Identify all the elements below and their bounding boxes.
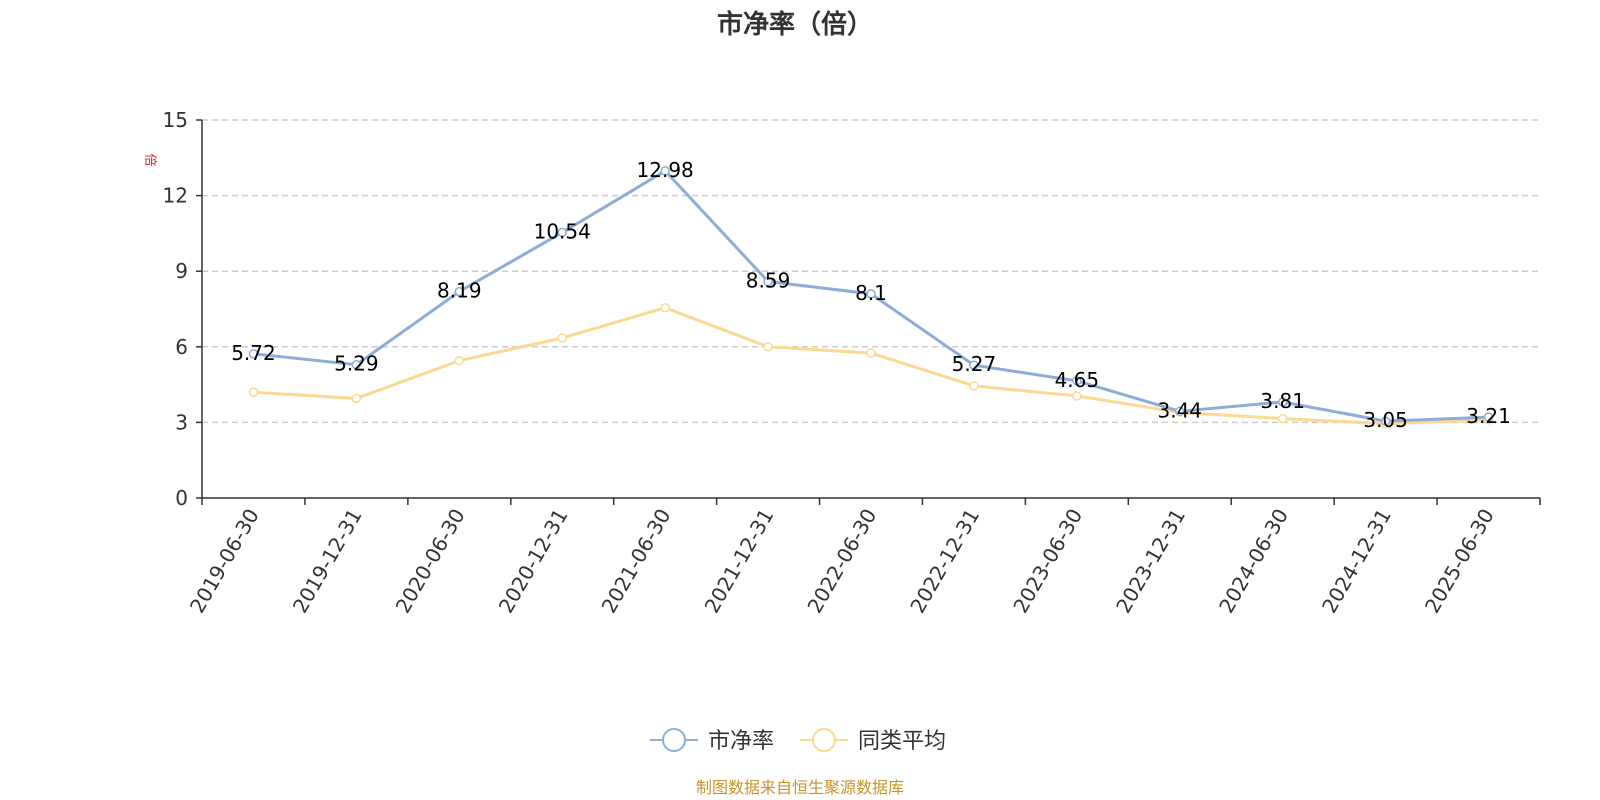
data-label: 12.98 — [637, 158, 694, 182]
y-tick-label: 9 — [175, 259, 188, 283]
legend-label: 市净率 — [708, 729, 774, 754]
series-lines — [248, 166, 1494, 429]
data-point — [454, 286, 465, 297]
x-tick-label: 2024-12-31 — [1317, 505, 1396, 618]
y-axis-unit-label: 倍 — [142, 153, 157, 166]
series-同类平均 — [248, 302, 1494, 429]
data-point — [1072, 391, 1082, 401]
legend-label: 同类平均 — [858, 729, 946, 754]
x-tick-label: 2023-12-31 — [1111, 505, 1190, 618]
x-tick-label: 2020-12-31 — [494, 505, 573, 618]
y-tick-label: 15 — [163, 108, 188, 132]
x-tick-label: 2022-12-31 — [905, 505, 984, 618]
data-point — [866, 348, 876, 358]
legend[interactable]: 市净率 同类平均 — [650, 728, 946, 754]
data-label: 4.65 — [1055, 368, 1100, 392]
gridlines — [202, 119, 1540, 424]
data-point — [660, 302, 670, 313]
y-tick-label: 0 — [175, 486, 188, 510]
data-label: 5.72 — [231, 341, 276, 365]
data-point — [557, 227, 567, 238]
data-point — [351, 393, 362, 404]
legend-item-同类平均[interactable]: 同类平均 — [800, 728, 946, 754]
x-tick-label: 2021-06-30 — [597, 505, 676, 618]
x-tick-label: 2019-12-31 — [288, 505, 367, 618]
data-label: 5.29 — [334, 352, 379, 376]
data-point — [1175, 406, 1185, 417]
data-label: 8.59 — [746, 269, 791, 293]
data-label: 3.05 — [1363, 408, 1408, 432]
data-point — [1483, 412, 1494, 422]
data-point — [1380, 416, 1391, 426]
data-point — [248, 387, 259, 397]
data-point — [351, 359, 362, 370]
x-tick-label: 2020-06-30 — [391, 505, 470, 618]
data-label: 3.44 — [1158, 398, 1203, 422]
x-tick-label: 2023-06-30 — [1008, 505, 1087, 618]
x-tick-label: 2025-06-30 — [1420, 505, 1499, 618]
x-tick-label: 2019-06-30 — [185, 505, 264, 618]
data-point — [1072, 376, 1082, 386]
data-point — [969, 360, 979, 370]
data-point — [660, 166, 670, 176]
y-tick-label: 3 — [175, 410, 188, 434]
data-labels: 5.72 5.29 8.19 10.54 12.98 8.59 8.1 5.27 4.65 3.4… — [231, 158, 1511, 432]
data-point — [1277, 397, 1288, 407]
data-label: 3.21 — [1466, 404, 1511, 428]
x-tick-label: 2024-06-30 — [1214, 505, 1293, 618]
data-label: 8.19 — [437, 279, 482, 303]
data-label: 3.81 — [1260, 389, 1305, 413]
legend-marker — [662, 728, 686, 752]
y-tick-label: 12 — [163, 184, 188, 208]
data-point — [763, 276, 773, 287]
data-label: 8.1 — [855, 281, 887, 305]
chart-title: 市净率（倍） — [717, 9, 873, 40]
x-tick-label: 2021-12-31 — [700, 505, 779, 618]
data-label: 10.54 — [534, 219, 591, 243]
source-note: 制图数据来自恒生聚源数据库 — [696, 778, 904, 797]
y-tick-label: 6 — [175, 335, 188, 359]
data-point — [763, 342, 773, 352]
legend-marker — [812, 728, 836, 752]
data-point — [866, 289, 876, 299]
x-tick-label: 2022-06-30 — [802, 505, 881, 618]
data-point — [969, 381, 979, 391]
data-point — [454, 355, 465, 366]
data-point — [1277, 413, 1288, 424]
data-point — [248, 349, 259, 359]
data-point — [557, 333, 567, 343]
legend-item-市净率[interactable]: 市净率 — [650, 728, 774, 754]
data-label: 5.27 — [952, 352, 997, 376]
series-市净率 — [248, 166, 1494, 426]
